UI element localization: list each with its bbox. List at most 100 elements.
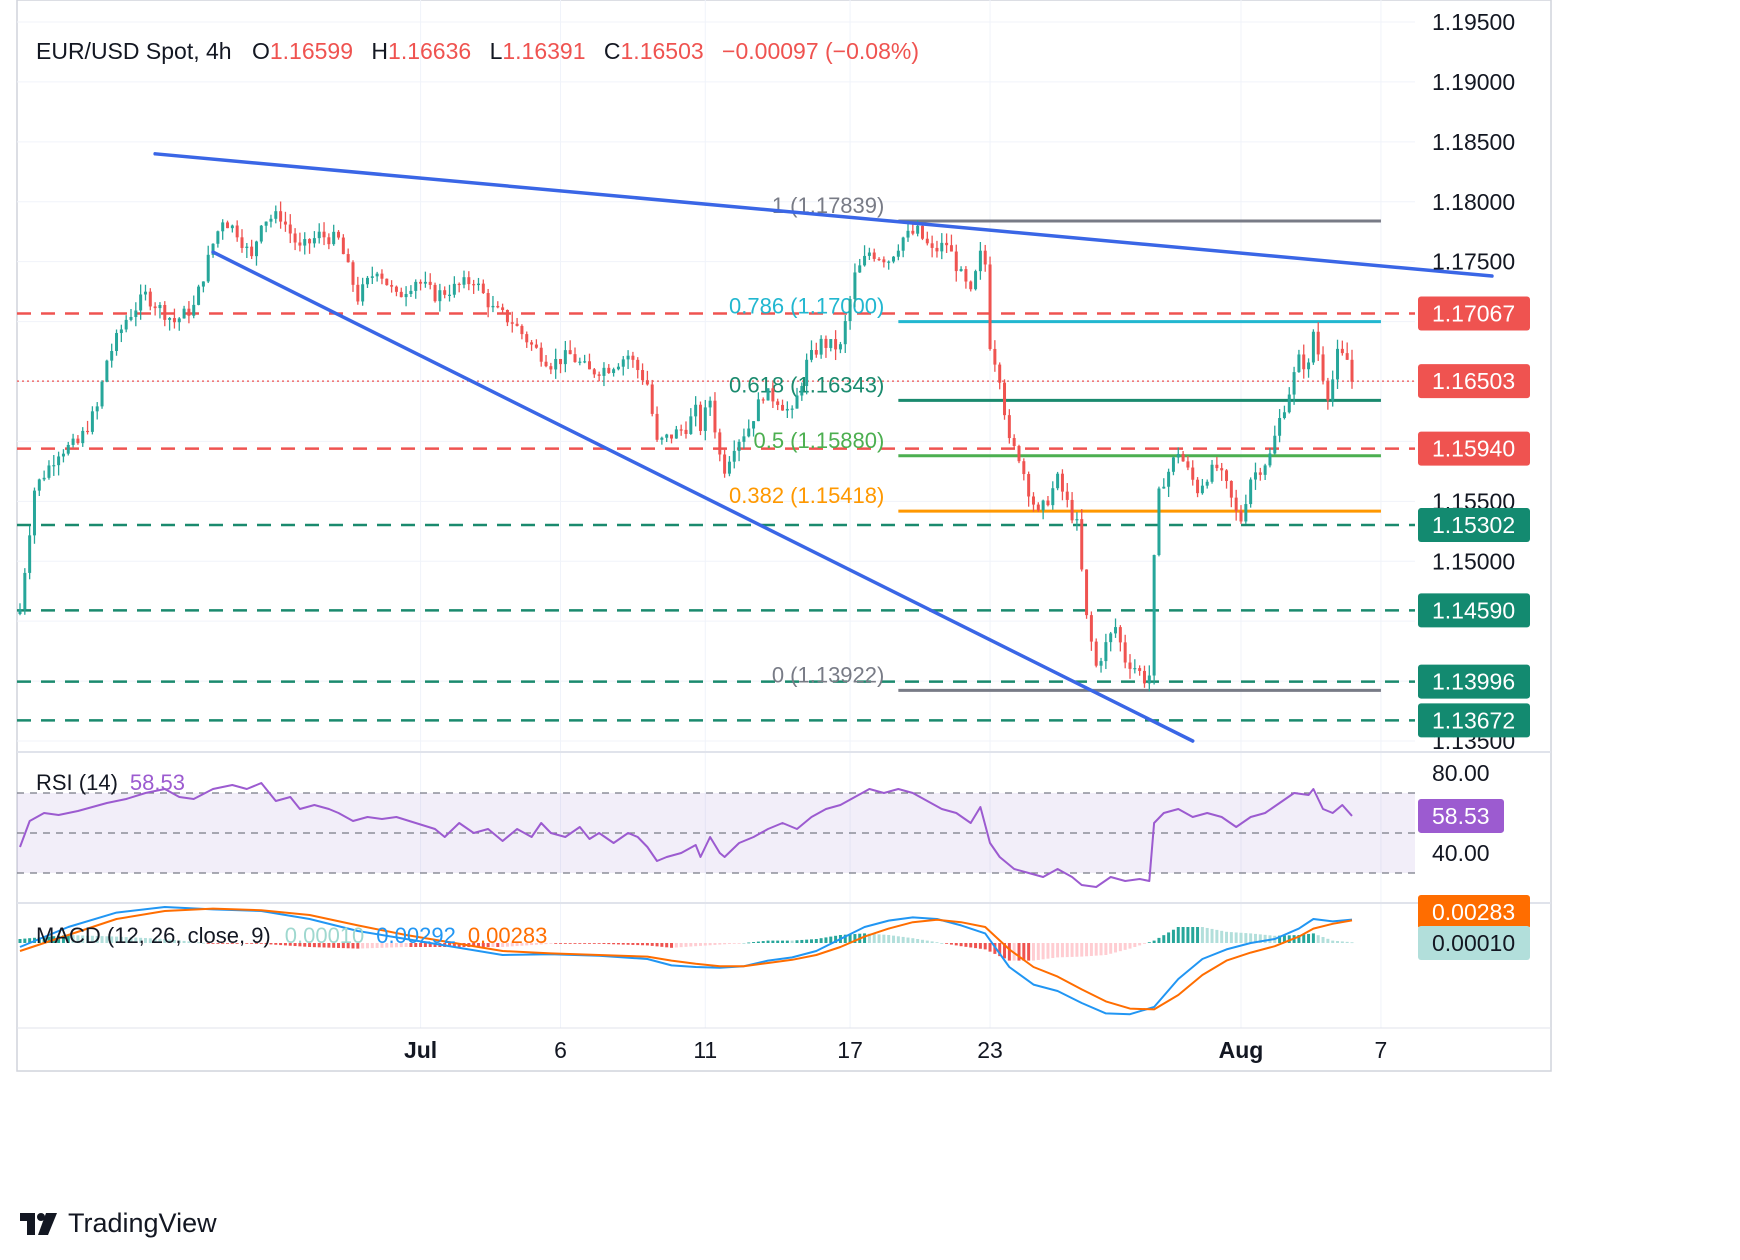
- macd-histogram-bar: [452, 943, 456, 947]
- macd-histogram-bar: [925, 940, 929, 943]
- candle-body: [1210, 464, 1214, 482]
- upper-trendline[interactable]: [153, 152, 1494, 278]
- macd-histogram-bar: [211, 943, 215, 944]
- candle-body: [1196, 479, 1200, 494]
- macd-histogram-bar: [1147, 942, 1151, 943]
- macd-histogram-bar: [1022, 943, 1026, 961]
- candle-body: [399, 291, 403, 298]
- macd-histogram-bar: [916, 939, 920, 943]
- macd-histogram-bar: [539, 943, 543, 945]
- candle-body: [814, 350, 818, 355]
- candle-body: [1287, 394, 1291, 413]
- macd-histogram-bar: [964, 943, 968, 947]
- candle-body: [438, 290, 442, 302]
- price-tag-1.17067[interactable]: 1.17067: [1418, 296, 1530, 331]
- candle-body: [853, 272, 857, 300]
- candle-body: [616, 366, 620, 370]
- candle-body: [1273, 435, 1277, 454]
- candle-body: [583, 361, 587, 363]
- macd-histogram-bar: [771, 940, 775, 943]
- macd-histogram-bar: [1080, 943, 1084, 957]
- macd-histogram-bar: [197, 942, 201, 944]
- macd-histogram-bar: [399, 943, 403, 948]
- macd-histogram-bar: [1326, 938, 1330, 943]
- candle-body: [1157, 488, 1161, 556]
- price-tag-1.13996[interactable]: 1.13996: [1418, 664, 1530, 699]
- candle-body: [370, 276, 374, 278]
- macd-histogram-bar: [134, 937, 138, 943]
- macd-hist-tag-bg: [1418, 926, 1530, 960]
- macd-histogram-bar: [283, 943, 287, 946]
- rsi-value-tag[interactable]: 58.53: [1418, 798, 1504, 833]
- candle-body: [515, 323, 519, 326]
- price-tag-1.13672[interactable]: 1.13672: [1418, 703, 1530, 738]
- macd-histogram-bar: [158, 938, 162, 943]
- candle-body: [1104, 642, 1108, 662]
- macd-histogram-bar: [259, 943, 263, 944]
- macd-histogram-bar: [1234, 932, 1238, 943]
- candle-body: [197, 286, 201, 305]
- fib-label-0.382: 0.382 (1.15418): [729, 483, 884, 508]
- last-price-tag[interactable]: 1.16503: [1418, 364, 1530, 399]
- candle-body: [892, 256, 896, 262]
- macd-histogram-bar: [834, 935, 838, 943]
- macd-histogram-bar: [1123, 943, 1127, 950]
- macd-histogram-bar: [110, 936, 114, 943]
- macd-hist-tag[interactable]: 0.00010: [1418, 926, 1530, 960]
- rsi-line: [19, 782, 1353, 888]
- candle-body: [303, 239, 307, 246]
- macd-histogram-bar: [1215, 929, 1219, 943]
- macd-histogram-bar: [848, 934, 852, 943]
- price-tag-1.15940[interactable]: 1.15940: [1418, 431, 1530, 466]
- candle-body: [896, 250, 900, 257]
- price-tag-1.15302[interactable]: 1.15302: [1418, 508, 1530, 543]
- macd-histogram-bar: [129, 937, 133, 943]
- candle-body: [158, 304, 162, 309]
- candle-body: [42, 477, 46, 480]
- candle-body: [945, 242, 949, 246]
- macd-histogram-bar: [240, 943, 244, 944]
- tradingview-footer[interactable]: TradingView: [20, 1208, 217, 1239]
- macd-histogram-bar: [752, 942, 756, 943]
- macd-histogram-bar: [1176, 927, 1180, 943]
- macd-histogram-bar: [1017, 943, 1021, 961]
- candle-body: [230, 225, 234, 229]
- candle-body: [1080, 519, 1084, 570]
- price-tag-1.14590[interactable]: 1.14590: [1418, 593, 1530, 628]
- candle-body: [867, 252, 871, 256]
- candle-body: [1017, 446, 1021, 462]
- macd-histogram-bar: [1162, 935, 1166, 943]
- macd-histogram-bar: [1118, 943, 1122, 952]
- macd-signal-line: [19, 907, 1353, 1011]
- rsi-band: [17, 793, 1415, 873]
- macd-value: 0.00292: [376, 923, 456, 948]
- candle-body: [332, 231, 336, 245]
- trendline-layer[interactable]: [153, 152, 1494, 743]
- candle-body: [1205, 481, 1209, 486]
- symbol-label[interactable]: EUR/USD Spot, 4h: [36, 38, 232, 64]
- macd-histogram-bar: [892, 935, 896, 943]
- candle-body: [163, 304, 167, 320]
- candle-body: [935, 247, 939, 252]
- macd-histogram-bar: [592, 943, 596, 944]
- macd-histogram-bar: [583, 943, 587, 944]
- lower-trendline[interactable]: [211, 250, 1195, 743]
- macd-histogram-bar: [216, 943, 220, 944]
- macd-signal-tag[interactable]: 0.00283: [1418, 895, 1530, 929]
- macd-histogram-bar: [394, 943, 398, 948]
- macd-histogram-bar: [940, 943, 944, 944]
- low-value: 1.16391: [502, 38, 585, 64]
- fib-label-0.5: 0.5 (1.15880): [753, 428, 884, 453]
- macd-histogram-bar: [322, 943, 326, 948]
- macd-histogram-bar: [612, 943, 616, 945]
- macd-histogram-bar: [530, 943, 534, 946]
- macd-histogram-bar: [1282, 935, 1286, 943]
- candle-body: [182, 308, 186, 319]
- macd-histogram-bar: [920, 939, 924, 943]
- macd-histogram-bar: [689, 943, 693, 947]
- macd-histogram-bar: [71, 935, 75, 943]
- candle-body: [28, 535, 32, 573]
- candle-body: [105, 360, 109, 382]
